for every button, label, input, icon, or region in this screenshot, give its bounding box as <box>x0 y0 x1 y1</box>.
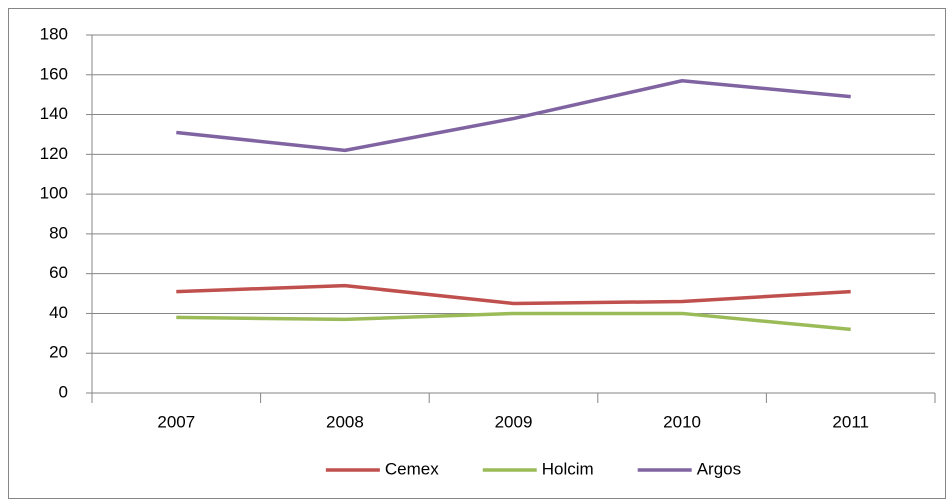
y-tick-label: 80 <box>49 223 68 242</box>
series-line <box>176 78 851 153</box>
legend-label: Holcim <box>542 459 594 478</box>
series-line <box>176 311 851 332</box>
x-tick-label: 2009 <box>495 412 533 431</box>
x-tick-label: 2011 <box>832 412 869 431</box>
y-tick-label: 20 <box>49 343 68 362</box>
legend-label: Cemex <box>385 459 439 478</box>
y-tick-label: 0 <box>59 382 68 401</box>
x-tick-label: 2007 <box>157 412 195 431</box>
x-tick-label: 2008 <box>326 412 364 431</box>
y-tick-label: 180 <box>40 24 68 43</box>
legend-label: Argos <box>697 459 741 478</box>
x-tick-label: 2010 <box>663 412 701 431</box>
y-tick-label: 40 <box>49 303 68 322</box>
chart-frame <box>8 8 946 499</box>
y-tick-label: 140 <box>40 104 68 123</box>
y-tick-label: 120 <box>40 144 68 163</box>
y-tick-label: 100 <box>40 184 68 203</box>
y-tick-label: 160 <box>40 64 68 83</box>
y-tick-label: 60 <box>49 263 68 282</box>
series-line <box>176 283 851 306</box>
